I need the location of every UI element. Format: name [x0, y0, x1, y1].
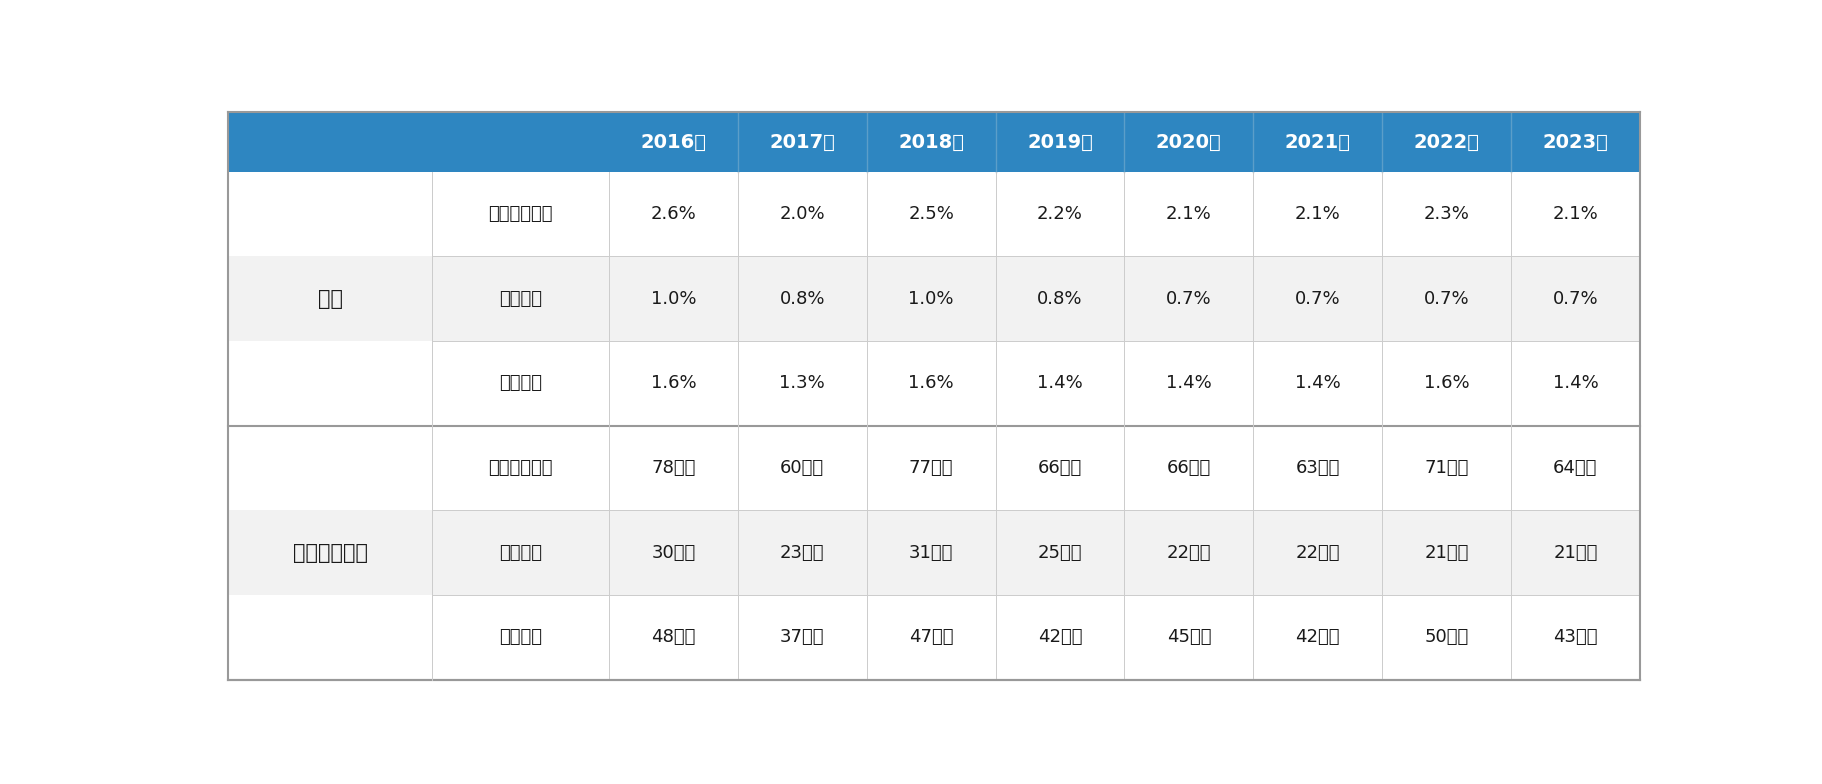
Text: 2021年: 2021年: [1285, 132, 1350, 151]
Text: 家族帯同: 家族帯同: [499, 543, 543, 561]
Text: 71万人: 71万人: [1425, 459, 1469, 477]
Text: 1.6%: 1.6%: [1423, 375, 1469, 392]
Text: 60万人: 60万人: [780, 459, 824, 477]
Text: 2016年: 2016年: [640, 132, 707, 151]
Text: 48万人: 48万人: [650, 628, 696, 646]
Bar: [228, 510, 1640, 595]
Text: 42万人: 42万人: [1295, 628, 1339, 646]
Text: 転勤経験あり: 転勤経験あり: [488, 205, 554, 223]
Text: 64万人: 64万人: [1552, 459, 1598, 477]
Text: 0.7%: 0.7%: [1295, 290, 1341, 308]
Text: 2018年: 2018年: [898, 132, 964, 151]
Text: 30万人: 30万人: [650, 543, 696, 561]
Text: 1.3%: 1.3%: [780, 375, 825, 392]
Text: 63万人: 63万人: [1295, 459, 1339, 477]
Text: 2022年: 2022年: [1414, 132, 1479, 151]
Text: 家族帯同: 家族帯同: [499, 290, 543, 308]
Text: 22万人: 22万人: [1166, 543, 1212, 561]
Text: 25万人: 25万人: [1039, 543, 1082, 561]
Text: 2020年: 2020年: [1155, 132, 1223, 151]
Text: 割合: 割合: [317, 289, 343, 309]
Text: 22万人: 22万人: [1295, 543, 1339, 561]
Text: 1.0%: 1.0%: [650, 290, 696, 308]
Text: 2.1%: 2.1%: [1295, 205, 1341, 223]
Bar: [228, 172, 1640, 256]
Text: 1.4%: 1.4%: [1552, 375, 1598, 392]
Text: 2019年: 2019年: [1028, 132, 1093, 151]
Text: 66万人: 66万人: [1166, 459, 1212, 477]
Text: 0.7%: 0.7%: [1552, 290, 1598, 308]
Text: 50万人: 50万人: [1425, 628, 1469, 646]
Text: 2.3%: 2.3%: [1423, 205, 1470, 223]
Text: 2.6%: 2.6%: [650, 205, 696, 223]
Text: 23万人: 23万人: [780, 543, 825, 561]
Bar: [228, 256, 1640, 341]
Text: 0.8%: 0.8%: [1037, 290, 1082, 308]
Text: 47万人: 47万人: [909, 628, 953, 646]
Bar: [228, 112, 1640, 172]
Text: 66万人: 66万人: [1039, 459, 1082, 477]
Text: 0.7%: 0.7%: [1166, 290, 1212, 308]
Text: 2.2%: 2.2%: [1037, 205, 1082, 223]
Text: 2017年: 2017年: [769, 132, 834, 151]
Text: 21万人: 21万人: [1425, 543, 1469, 561]
Text: 2.5%: 2.5%: [907, 205, 955, 223]
Text: 0.7%: 0.7%: [1423, 290, 1469, 308]
Text: 1.6%: 1.6%: [650, 375, 696, 392]
Text: 0.8%: 0.8%: [780, 290, 825, 308]
Text: 21万人: 21万人: [1552, 543, 1598, 561]
Text: 42万人: 42万人: [1039, 628, 1082, 646]
Text: 37万人: 37万人: [780, 628, 825, 646]
Text: 1.0%: 1.0%: [909, 290, 955, 308]
Text: 31万人: 31万人: [909, 543, 953, 561]
Text: 1.4%: 1.4%: [1295, 375, 1341, 392]
Bar: [228, 341, 1640, 426]
Text: 転勤経験あり: 転勤経験あり: [488, 459, 554, 477]
Text: 単身赴任: 単身赴任: [499, 628, 543, 646]
Text: 人口推計規模: 人口推計規模: [293, 543, 368, 563]
Text: 1.4%: 1.4%: [1037, 375, 1082, 392]
Bar: [228, 426, 1640, 510]
Text: 2023年: 2023年: [1543, 132, 1609, 151]
Text: 1.6%: 1.6%: [909, 375, 955, 392]
Text: 単身赴任: 単身赴任: [499, 375, 543, 392]
Bar: [228, 595, 1640, 680]
Text: 1.4%: 1.4%: [1166, 375, 1212, 392]
Text: 2.0%: 2.0%: [780, 205, 825, 223]
Text: 77万人: 77万人: [909, 459, 953, 477]
Text: 43万人: 43万人: [1552, 628, 1598, 646]
Text: 2.1%: 2.1%: [1552, 205, 1598, 223]
Text: 78万人: 78万人: [650, 459, 696, 477]
Text: 45万人: 45万人: [1166, 628, 1212, 646]
Text: 2.1%: 2.1%: [1166, 205, 1212, 223]
